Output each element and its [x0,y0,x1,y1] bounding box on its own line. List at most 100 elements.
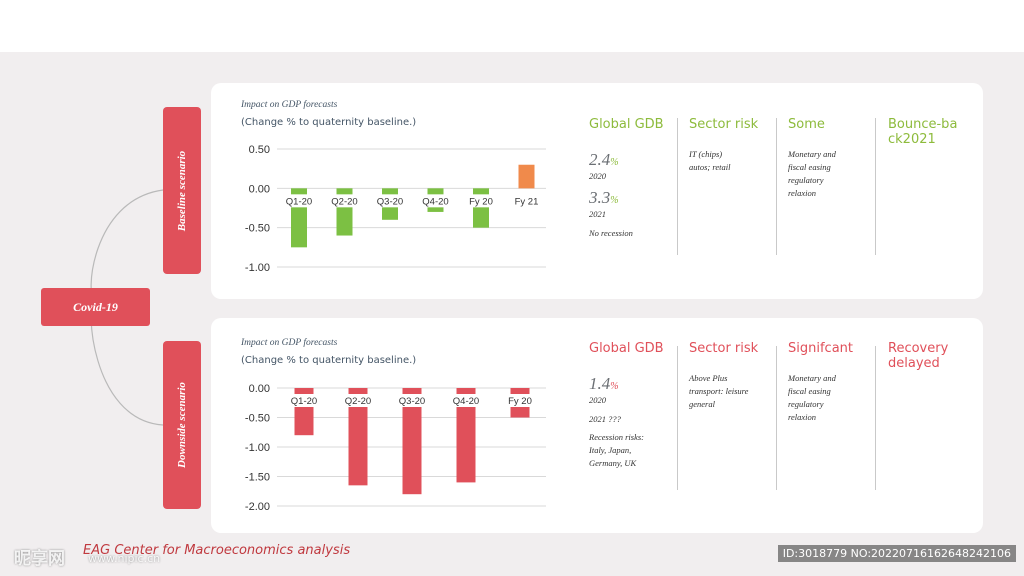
policy-line: Monetary and [788,373,836,383]
category-label: Q1-20 [286,196,312,207]
policy-line: fiscal easing [788,162,831,172]
bar [473,188,489,228]
downside-sector-risk-column: Sector risk Above Plus transport: leisur… [689,341,784,411]
divider [677,118,678,255]
sector-line: Above Plus [689,373,728,383]
baseline-global-gdp-column: Global GDB 2.4% 2020 3.3% 2021 No recess… [589,117,684,240]
sector-line: general [689,399,715,409]
y-tick-label: -1.50 [245,472,270,484]
category-label: Q2-20 [345,396,371,407]
category-label: Fy 20 [508,396,532,407]
y-tick-label: -1.00 [245,442,270,454]
watermark-url: www.nipic.cn [88,552,161,565]
footer-source: EAG Center for Macroeconomics analysis [83,543,351,558]
gdp-2021-value: 3.3 [589,188,611,207]
category-label-bg [281,194,317,208]
divider [776,118,777,255]
downside-card [211,318,983,533]
divider [776,346,777,490]
category-label-bg [502,394,538,407]
watermark-logo: 昵享网 [14,549,65,569]
category-label: Q2-20 [331,196,357,207]
y-tick-label: -1.00 [245,262,270,274]
baseline-gdp-chart: 0.50 0.00 -0.50 -1.00 Q1-20 Q2-20 Q3-20 Q4-20 Fy… [245,144,546,274]
chart1-subtitle: (Change % to quaternity baseline.) [241,117,417,128]
baseline-policy-column: Some Monetary and fiscal easing regulato… [788,117,883,200]
category-label: Q4-20 [422,196,448,207]
recession-line: Germany, UK [589,458,637,468]
recession-line: Italy, Japan, [589,445,632,455]
sector-line: autos; retail [689,162,731,172]
watermark-id: ID:3018779 NO:20220716162648242106 [777,545,1016,562]
downside-policy-column: Signifcant Monetary and fiscal easing re… [788,341,883,424]
sector-risk-heading: Sector risk [689,117,759,132]
baseline-global-gdp-heading: Global GDB [589,117,664,132]
year-2020-label: 2020 [589,171,606,181]
category-label-bg [394,394,430,407]
policy-heading: Some [788,117,825,132]
category-label: Q1-20 [291,396,317,407]
baseline-outlook-column: Bounce-back2021 [888,117,963,147]
category-label-bg [286,394,322,407]
policy-line: relaxion [788,412,817,422]
category-label-bg [326,194,363,208]
policy-heading: Signifcant [788,341,853,356]
covid-node: Covid-19 [41,288,150,326]
policy-line: regulatory [788,175,824,185]
chart1-title: Impact on GDP forecasts [241,100,338,110]
y-tick-label: 0.50 [249,144,270,156]
policy-line: relaxion [788,188,817,198]
policy-line: fiscal easing [788,386,831,396]
category-label-bg [340,394,376,407]
policy-line: Monetary and [788,149,836,159]
outlook-heading: Bounce-back2021 [888,117,958,147]
recession-note: No recession [589,228,633,238]
divider [875,346,876,490]
downside-gdp-chart: 0.00 -0.50 -1.00 -1.50 -2.00 Q1-20 Q2-20 Q3-20 Q… [245,383,546,513]
downside-global-gdp-heading: Global GDB [589,341,664,356]
pct-sign: % [610,381,619,392]
y-tick-label: -2.00 [245,501,270,513]
sector-line: IT (chips) [689,149,723,159]
downside-scenario-tab[interactable]: Downside scenario [163,341,201,509]
category-label: Q3-20 [399,396,425,407]
category-label-bg [417,194,454,208]
bar [348,388,368,486]
category-label: Q4-20 [453,396,479,407]
y-tick-label: 0.00 [249,383,270,395]
pct-sign: % [610,195,619,206]
y-tick-label: -0.50 [245,223,270,235]
category-label: Fy 21 [515,196,539,207]
bar [456,388,476,483]
category-label-bg [372,194,408,208]
divider [677,346,678,490]
divider [875,118,876,255]
y-tick-label: 0.00 [249,183,270,195]
category-label: Fy 20 [469,196,493,207]
gdp-2020-value: 2.4 [589,150,611,169]
baseline-scenario-tab[interactable]: Baseline scenario [163,107,201,274]
sector-risk-heading: Sector risk [689,341,759,356]
year-2020-label: 2020 [589,395,606,405]
chart2-title: Impact on GDP forecasts [241,338,338,348]
year-2021-label: 2021 [589,209,606,219]
outlook-heading: Recovery delayed [888,341,949,371]
recession-line: Recession risks: [589,432,645,442]
downside-outlook-column: Recovery delayed [888,341,963,371]
gdp-2020-value: 1.4 [589,374,611,393]
bar [518,164,535,189]
chart2-subtitle: (Change % to quaternity baseline.) [241,355,417,366]
category-label-bg [463,194,499,208]
baseline-sector-risk-column: Sector risk IT (chips) autos; retail [689,117,784,174]
bar [402,388,422,495]
category-label-bg [448,394,484,407]
category-label: Q3-20 [377,196,403,207]
y-tick-label: -0.50 [245,413,270,425]
pct-sign: % [610,157,619,168]
sector-line: transport: leisure [689,386,749,396]
policy-line: regulatory [788,399,824,409]
year-2021-label: 2021 ??? [589,414,621,424]
top-bar [0,0,1024,52]
downside-global-gdp-column: Global GDB 1.4% 2020 2021 ??? Recession … [589,341,684,470]
